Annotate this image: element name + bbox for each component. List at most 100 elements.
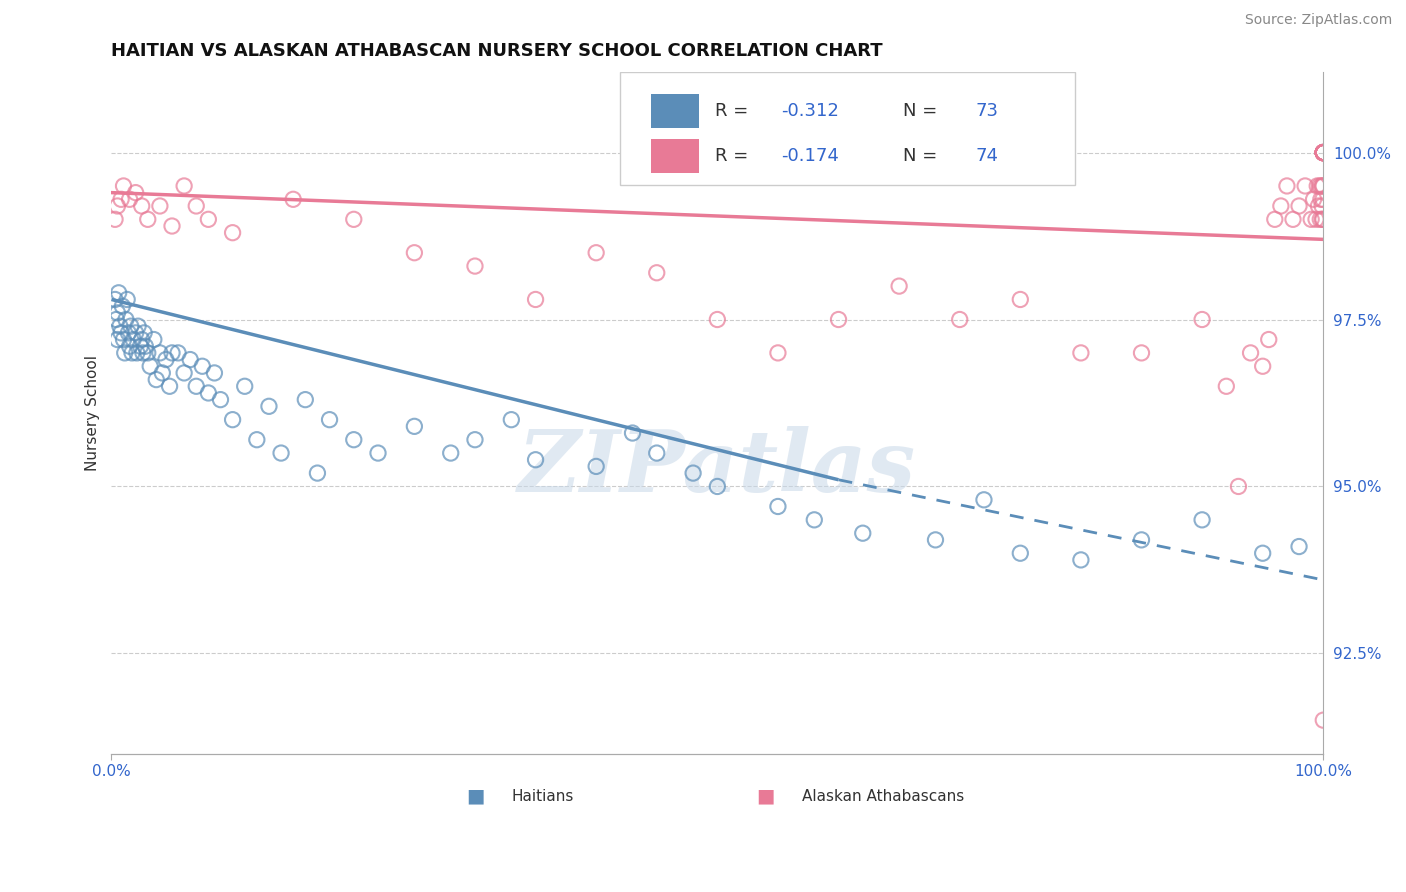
Point [1010, 546, 1032, 560]
Point [645, 266, 668, 280]
Text: N =: N = [903, 102, 943, 120]
Point [1310, 178, 1333, 193]
Point [159, 379, 181, 393]
Point [149, 199, 172, 213]
Point [524, 452, 547, 467]
Text: Alaskan Athabascans: Alaskan Athabascans [803, 789, 965, 805]
Point [852, 526, 875, 541]
Point [1312, 212, 1334, 227]
Point [107, 285, 129, 300]
Point [1312, 145, 1334, 160]
Point [1306, 178, 1329, 193]
Point [1312, 145, 1334, 160]
Point [1312, 145, 1334, 160]
Text: ZIPatlas: ZIPatlas [519, 425, 917, 509]
Point [125, 346, 148, 360]
Point [1312, 145, 1334, 160]
Point [404, 419, 426, 434]
Point [1312, 192, 1334, 206]
Point [107, 306, 129, 320]
Point [124, 326, 146, 340]
Point [129, 339, 152, 353]
Bar [651, 139, 699, 173]
Point [766, 500, 789, 514]
Point [197, 386, 219, 401]
Point [973, 492, 995, 507]
Text: HAITIAN VS ALASKAN ATHABASCAN NURSERY SCHOOL CORRELATION CHART: HAITIAN VS ALASKAN ATHABASCAN NURSERY SC… [111, 42, 883, 60]
Point [155, 352, 177, 367]
Point [1270, 199, 1292, 213]
Point [197, 212, 219, 227]
Point [464, 433, 486, 447]
Point [112, 333, 135, 347]
Point [132, 346, 155, 360]
Point [1251, 546, 1274, 560]
Point [111, 299, 134, 313]
Point [1309, 192, 1331, 206]
Text: -0.174: -0.174 [782, 147, 839, 165]
Point [1130, 346, 1153, 360]
Point [1305, 212, 1327, 227]
Point [110, 192, 132, 206]
Point [1312, 145, 1334, 160]
Point [191, 359, 214, 374]
Point [1312, 145, 1334, 160]
Point [1257, 333, 1279, 347]
Point [122, 333, 145, 347]
Point [104, 212, 127, 227]
FancyBboxPatch shape [620, 72, 1074, 185]
Point [150, 366, 173, 380]
Point [501, 412, 523, 426]
Point [1312, 145, 1334, 160]
Point [115, 293, 138, 307]
Text: R =: R = [714, 102, 754, 120]
Point [142, 333, 165, 347]
Point [221, 412, 243, 426]
Point [294, 392, 316, 407]
Point [139, 359, 162, 374]
Point [1070, 553, 1092, 567]
Point [1275, 178, 1298, 193]
Point [1312, 145, 1334, 160]
Point [104, 293, 127, 307]
Point [134, 326, 156, 340]
Point [1288, 540, 1310, 554]
Point [1310, 212, 1333, 227]
Point [1191, 312, 1213, 326]
Point [160, 219, 183, 233]
Point [1312, 145, 1334, 160]
Point [404, 245, 426, 260]
Y-axis label: Nursery School: Nursery School [86, 355, 100, 471]
Point [949, 312, 972, 326]
Point [307, 466, 329, 480]
Point [1130, 533, 1153, 547]
Point [1310, 199, 1333, 213]
Point [1302, 192, 1324, 206]
Point [621, 425, 644, 440]
Point [149, 346, 172, 360]
Point [343, 212, 366, 227]
Text: 74: 74 [976, 147, 998, 165]
Point [440, 446, 463, 460]
Point [105, 312, 128, 326]
Point [131, 333, 153, 347]
Point [136, 212, 159, 227]
Point [145, 373, 167, 387]
Point [1312, 713, 1334, 727]
Point [186, 199, 208, 213]
Point [121, 346, 143, 360]
Point [1288, 199, 1310, 213]
Point [160, 346, 183, 360]
Point [118, 339, 141, 353]
Point [1309, 178, 1331, 193]
Point [1215, 379, 1237, 393]
Bar [651, 94, 699, 128]
Point [1312, 145, 1334, 160]
Point [173, 366, 195, 380]
Point [246, 433, 269, 447]
Point [107, 199, 129, 213]
Text: N =: N = [903, 147, 943, 165]
Point [682, 466, 704, 480]
Point [1312, 145, 1334, 160]
Text: 73: 73 [976, 102, 998, 120]
